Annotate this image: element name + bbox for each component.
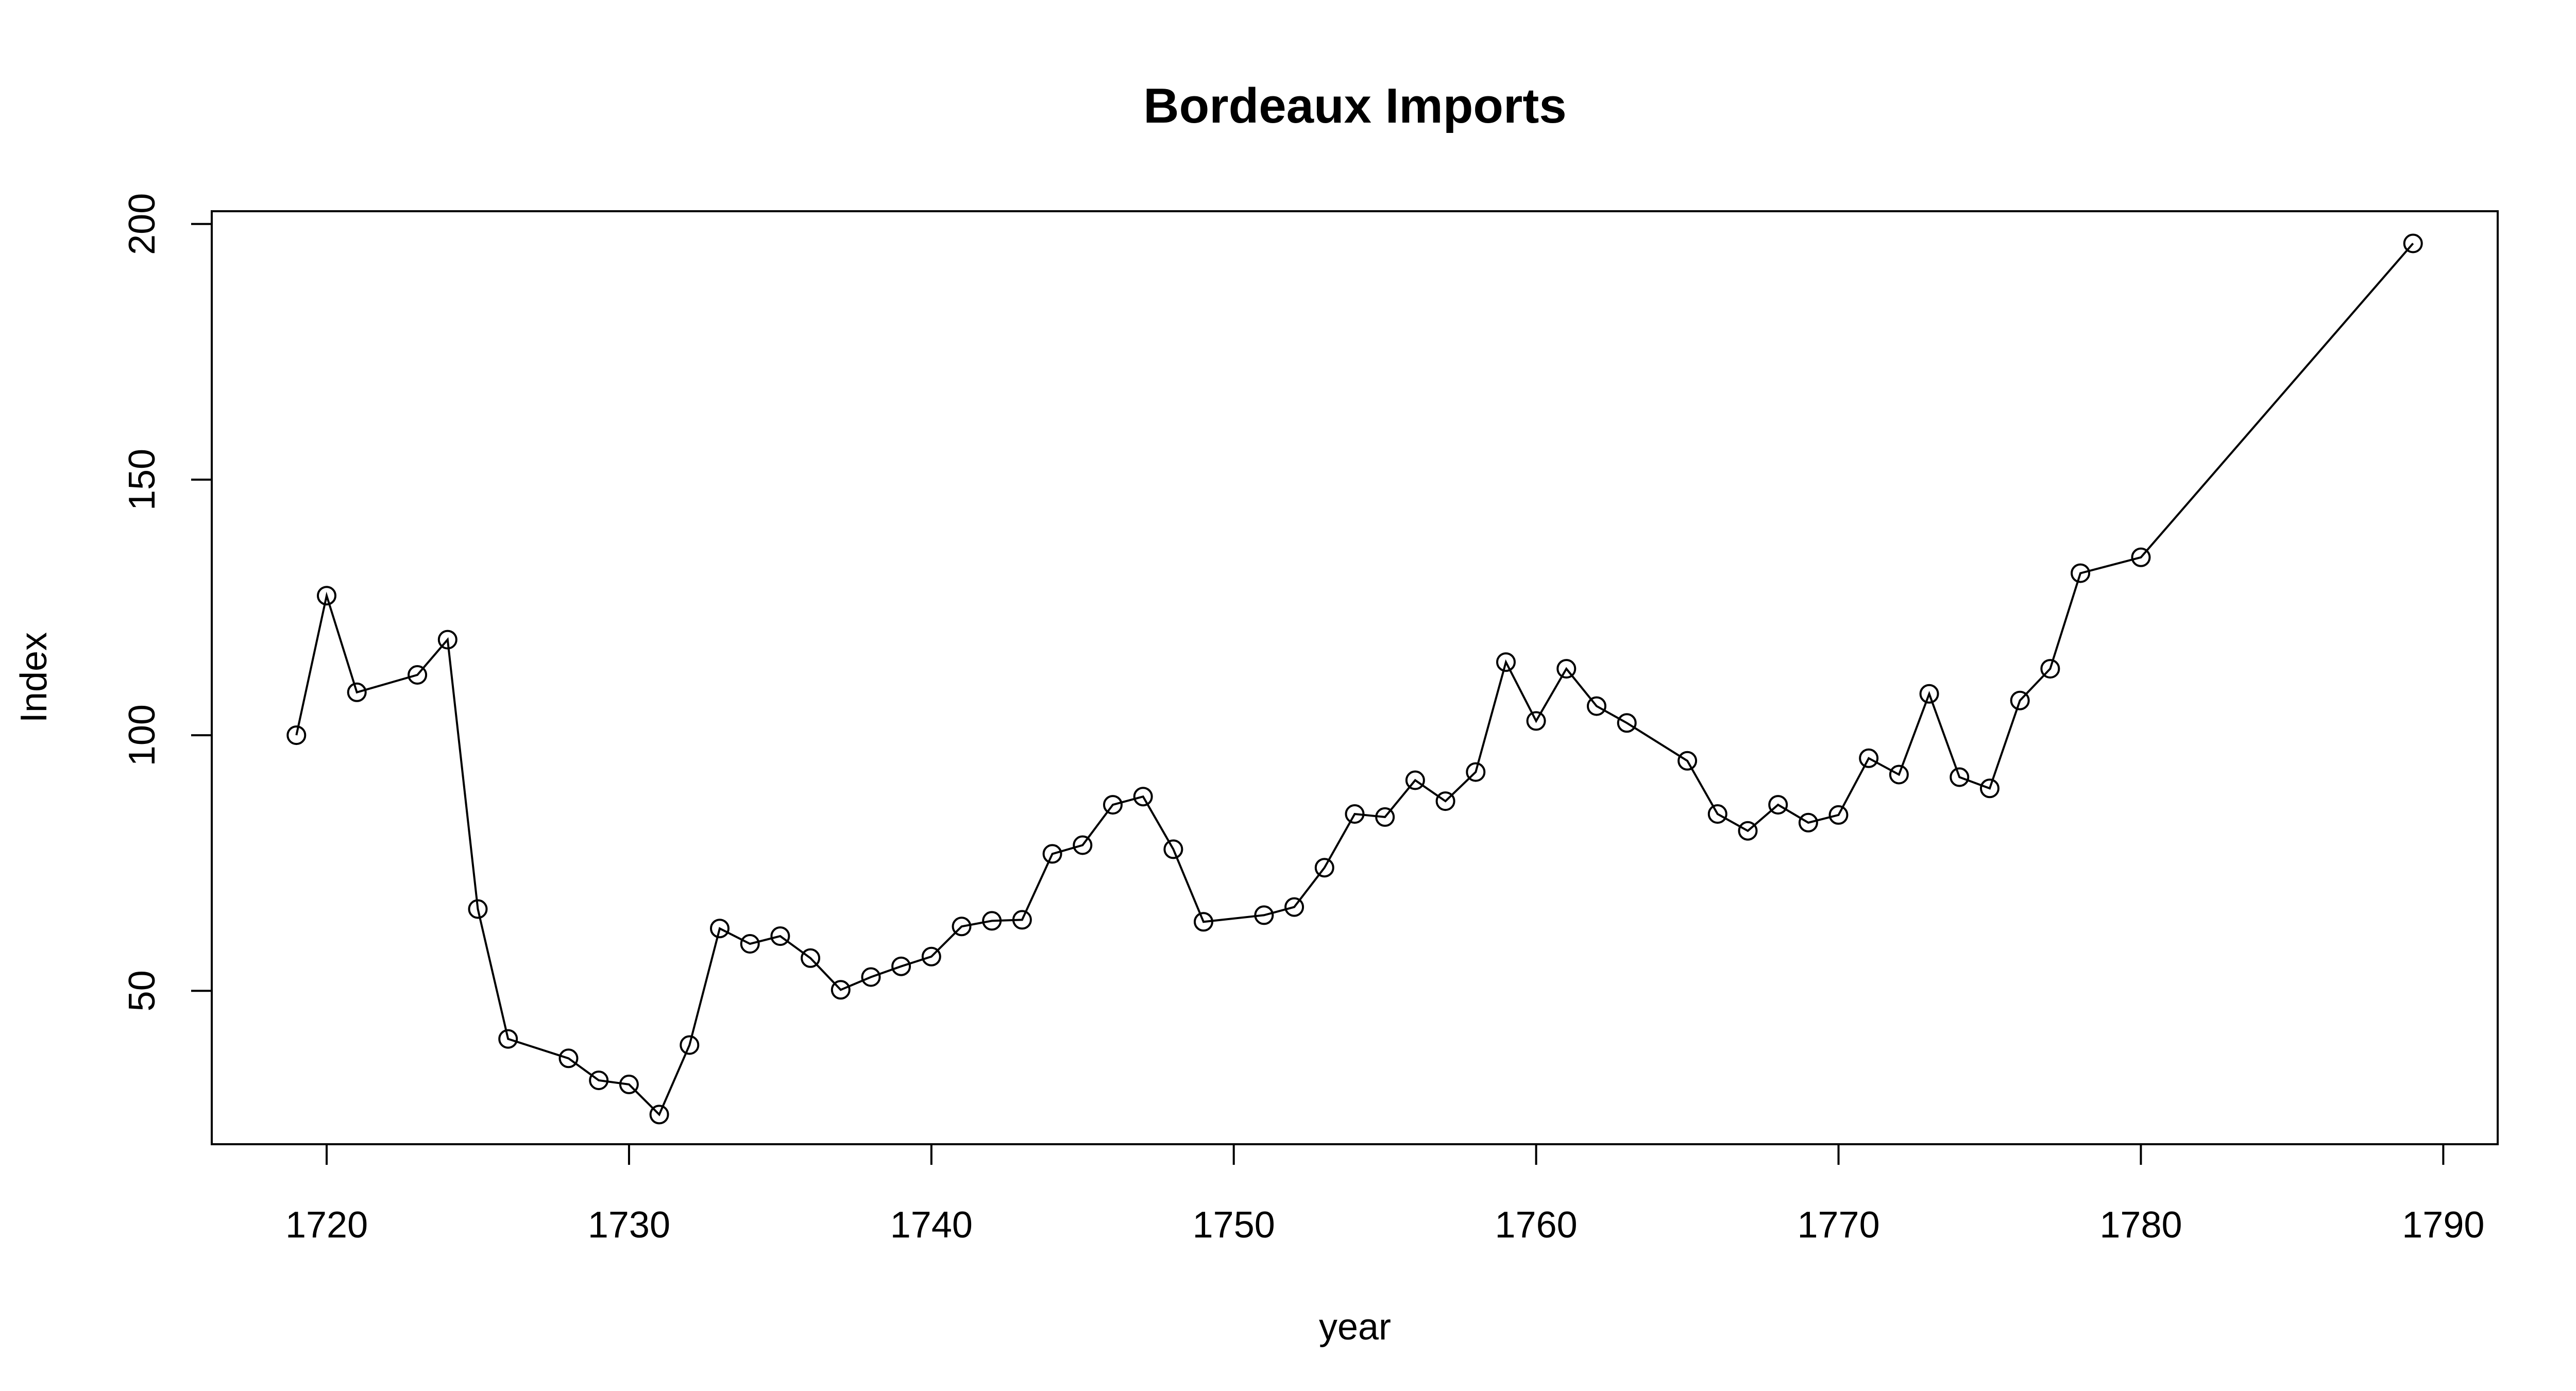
data-point — [1314, 858, 1334, 878]
y-tick-label: 150 — [122, 449, 163, 511]
data-point — [2040, 659, 2060, 679]
data-point — [1526, 711, 1546, 731]
data-point — [1073, 835, 1093, 855]
data-point — [921, 946, 941, 966]
x-tick-label: 1750 — [1193, 1205, 1275, 1246]
data-point — [2403, 233, 2423, 253]
data-point — [2131, 547, 2151, 567]
data-point — [1012, 910, 1032, 930]
data-point — [589, 1071, 609, 1090]
data-points — [286, 233, 2423, 1125]
data-point — [891, 956, 911, 976]
x-tick-label: 1790 — [2402, 1205, 2484, 1246]
data-point — [952, 917, 972, 937]
data-point — [347, 682, 367, 702]
y-tick-label: 50 — [122, 970, 163, 1011]
data-point — [1859, 748, 1879, 768]
data-point — [1889, 765, 1909, 785]
x-tick-label: 1770 — [1797, 1205, 1879, 1246]
data-point — [1163, 839, 1183, 859]
data-point — [1345, 804, 1365, 824]
x-tick-label: 1720 — [285, 1205, 368, 1246]
y-axis: 50 100 150 200 — [122, 193, 213, 1011]
x-axis: 1720 1730 1740 1750 1760 1770 1780 1790 — [285, 1143, 2484, 1246]
data-point — [649, 1105, 669, 1125]
data-point — [1828, 805, 1849, 825]
data-point — [1194, 912, 1213, 932]
data-point — [1496, 652, 1516, 672]
series-line — [295, 243, 2414, 1116]
data-point — [831, 980, 851, 1000]
data-point — [710, 919, 730, 939]
data-point — [1707, 804, 1727, 824]
data-point — [770, 926, 790, 946]
data-point — [286, 725, 307, 745]
data-point — [558, 1048, 579, 1068]
data-point — [1587, 696, 1606, 716]
data-point — [1677, 751, 1698, 771]
data-point — [317, 586, 336, 606]
data-point — [498, 1029, 518, 1049]
data-point — [1980, 778, 1999, 799]
chart-title: Bordeaux Imports — [1143, 78, 1566, 133]
data-point — [619, 1074, 639, 1094]
x-tick-label: 1730 — [588, 1205, 670, 1246]
data-point — [1919, 684, 1939, 704]
y-tick-label: 100 — [122, 704, 163, 766]
data-point — [801, 948, 821, 968]
data-point — [468, 899, 488, 919]
x-tick-label: 1780 — [2099, 1205, 2182, 1246]
x-tick-label: 1760 — [1495, 1205, 1578, 1246]
data-point — [1133, 787, 1153, 807]
data-point — [1768, 795, 1788, 815]
x-tick-label: 1740 — [890, 1205, 973, 1246]
data-point — [1435, 791, 1455, 811]
plot-frame — [211, 210, 2499, 1145]
data-point — [1375, 807, 1395, 827]
data-point — [740, 934, 760, 954]
data-point — [1617, 713, 1637, 733]
data-point — [1405, 770, 1425, 790]
y-axis-label: Index — [13, 632, 55, 723]
data-point — [1798, 812, 1818, 833]
data-point — [1042, 844, 1062, 864]
data-point — [408, 665, 428, 685]
data-point — [1738, 821, 1758, 841]
data-point — [1556, 659, 1577, 679]
data-point — [437, 630, 457, 650]
data-point — [1103, 795, 1123, 815]
data-point — [861, 967, 881, 987]
data-point — [1950, 767, 1970, 787]
x-axis-label: year — [1319, 1307, 1391, 1348]
data-point — [680, 1035, 700, 1055]
data-point — [2071, 563, 2091, 583]
data-point — [982, 911, 1002, 931]
data-point — [1284, 897, 1304, 917]
y-tick-label: 200 — [122, 193, 163, 255]
data-point — [1466, 762, 1486, 782]
data-point — [2010, 690, 2030, 710]
data-point — [1254, 905, 1274, 925]
